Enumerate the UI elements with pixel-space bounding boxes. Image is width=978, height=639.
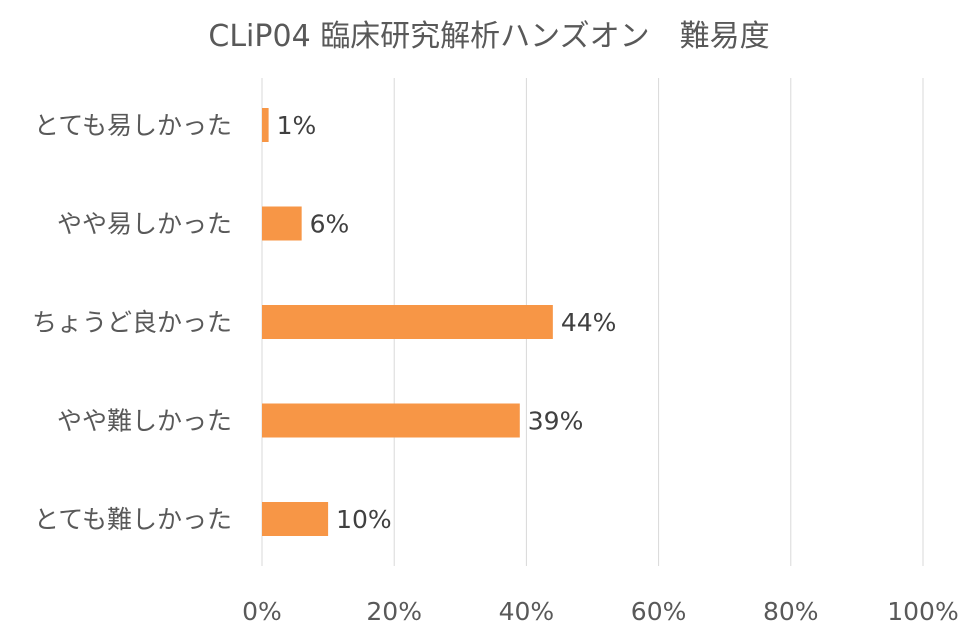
x-tick-label: 80% [763, 597, 819, 626]
x-tick-label: 0% [242, 597, 282, 626]
data-label: 39% [528, 407, 584, 436]
x-axis-tick-labels: 0% 20% 40% 60% 80% 100% [242, 597, 959, 626]
data-label: 6% [310, 210, 350, 239]
chart-title: CLiP04 臨床研究解析ハンズオン 難易度 [208, 19, 769, 54]
data-label: 1% [277, 111, 317, 140]
x-tick-label: 20% [366, 597, 422, 626]
bar [262, 108, 269, 142]
bars [262, 108, 553, 536]
bar [262, 502, 329, 536]
category-label: ちょうど良かった [32, 308, 232, 337]
data-label: 44% [561, 308, 617, 337]
category-label: やや難しかった [57, 407, 232, 436]
x-tick-label: 100% [887, 597, 958, 626]
x-tick-label: 60% [631, 597, 687, 626]
data-label: 10% [336, 505, 392, 534]
bar [262, 305, 553, 339]
bar [262, 403, 520, 438]
x-tick-label: 40% [499, 597, 555, 626]
category-label: やや易しかった [57, 210, 232, 239]
category-label: とても難しかった [34, 505, 232, 534]
category-label: とても易しかった [34, 111, 232, 140]
data-labels: 1% 6% 44% 39% 10% [277, 111, 617, 534]
bar [262, 206, 302, 241]
